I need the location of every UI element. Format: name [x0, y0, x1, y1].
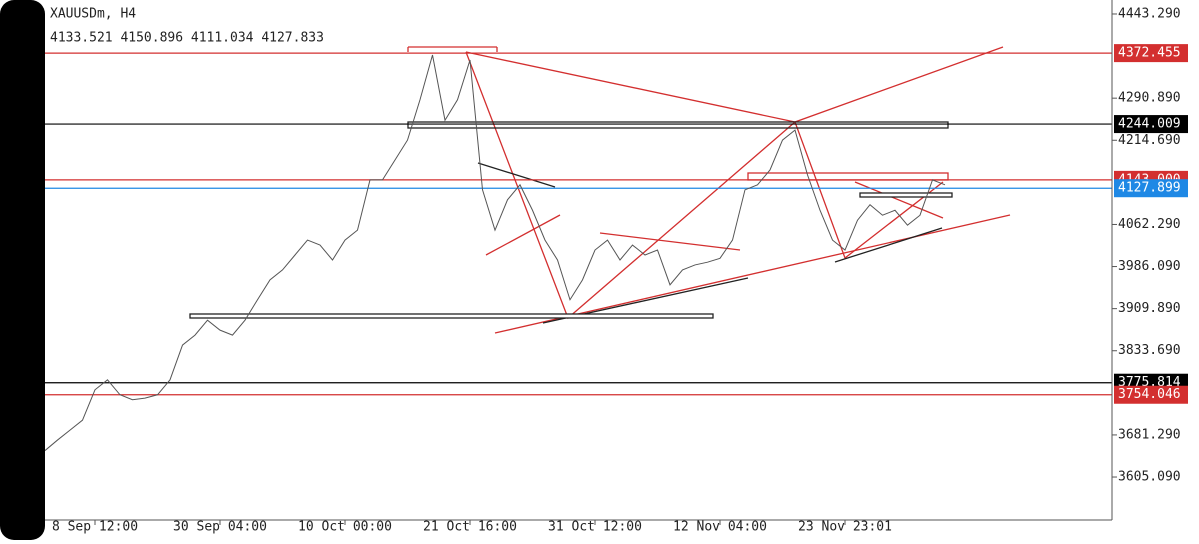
y-tick-label: 4443.290 — [1118, 6, 1181, 21]
x-tick-label: 23 Nov 23:01 — [798, 520, 892, 535]
symbol: XAUUSDm, H4 — [50, 7, 136, 22]
x-tick-label: 10 Oct 00:00 — [298, 520, 392, 535]
price-tag-label: 4127.899 — [1118, 181, 1181, 196]
y-tick-label: 3909.890 — [1118, 301, 1181, 316]
bezel — [0, 0, 45, 540]
price-tag — [1114, 179, 1188, 198]
ohlc: 4133.521 4150.896 4111.034 4127.833 — [50, 31, 324, 46]
y-tick-label: 4062.290 — [1118, 217, 1181, 232]
drawings — [189, 46, 1011, 334]
x-tick-label: 21 Oct 16:00 — [423, 520, 517, 535]
y-tick-label: 3605.090 — [1118, 470, 1181, 485]
y-tick-label: 3681.290 — [1118, 427, 1181, 442]
price-tag — [1114, 44, 1188, 63]
price-line — [44, 54, 946, 451]
price-tag-label: 3754.046 — [1118, 387, 1181, 402]
x-tick-label: 31 Oct 12:00 — [548, 520, 642, 535]
y-tick-label: 4214.690 — [1118, 133, 1181, 148]
y-tick-label: 3986.090 — [1118, 259, 1181, 274]
x-tick-label: 8 Sep 12:00 — [52, 520, 138, 535]
x-tick-label: 12 Nov 04:00 — [673, 520, 767, 535]
price-tag — [1114, 115, 1188, 134]
price-tag — [1114, 385, 1188, 404]
y-tick-label: 4290.890 — [1118, 91, 1181, 106]
x-tick-label: 30 Sep 04:00 — [173, 520, 267, 535]
plot — [44, 52, 1112, 451]
y-tick-label: 3833.690 — [1118, 343, 1181, 358]
price-tag-label: 4372.455 — [1118, 46, 1181, 61]
price-tag-label: 4244.009 — [1118, 117, 1181, 132]
